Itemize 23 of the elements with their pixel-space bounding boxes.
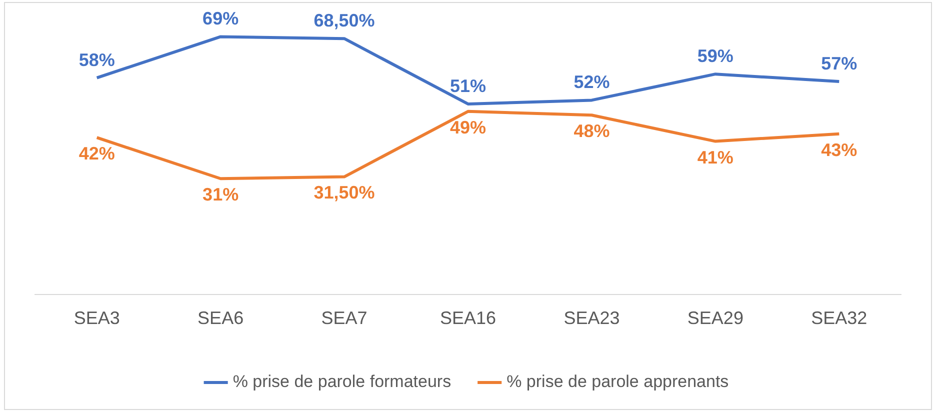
data-label: 43% bbox=[821, 140, 858, 160]
data-label: 59% bbox=[697, 46, 734, 66]
x-tick-label: SEA23 bbox=[564, 308, 620, 328]
x-tick-label: SEA16 bbox=[440, 308, 496, 328]
x-tick-label: SEA29 bbox=[687, 308, 744, 328]
data-label: 41% bbox=[697, 147, 734, 168]
legend-label: % prise de parole apprenants bbox=[506, 372, 729, 392]
legend-label: % prise de parole formateurs bbox=[232, 372, 452, 392]
x-tick-label: SEA32 bbox=[811, 308, 868, 328]
data-label: 52% bbox=[574, 72, 610, 92]
data-label: 69% bbox=[202, 8, 239, 29]
data-label: 57% bbox=[821, 54, 858, 74]
data-label: 42% bbox=[78, 144, 115, 164]
x-tick-label: SEA3 bbox=[74, 308, 120, 328]
x-tick-label: SEA6 bbox=[198, 308, 244, 328]
data-label: 49% bbox=[450, 117, 486, 138]
data-label: 31% bbox=[202, 184, 239, 205]
data-label: 31,50% bbox=[314, 182, 375, 203]
data-label: 68,50% bbox=[314, 10, 375, 31]
data-label: 58% bbox=[78, 50, 115, 70]
x-tick-label: SEA7 bbox=[321, 308, 368, 328]
data-label: 48% bbox=[574, 121, 610, 142]
data-label: 51% bbox=[450, 76, 486, 96]
